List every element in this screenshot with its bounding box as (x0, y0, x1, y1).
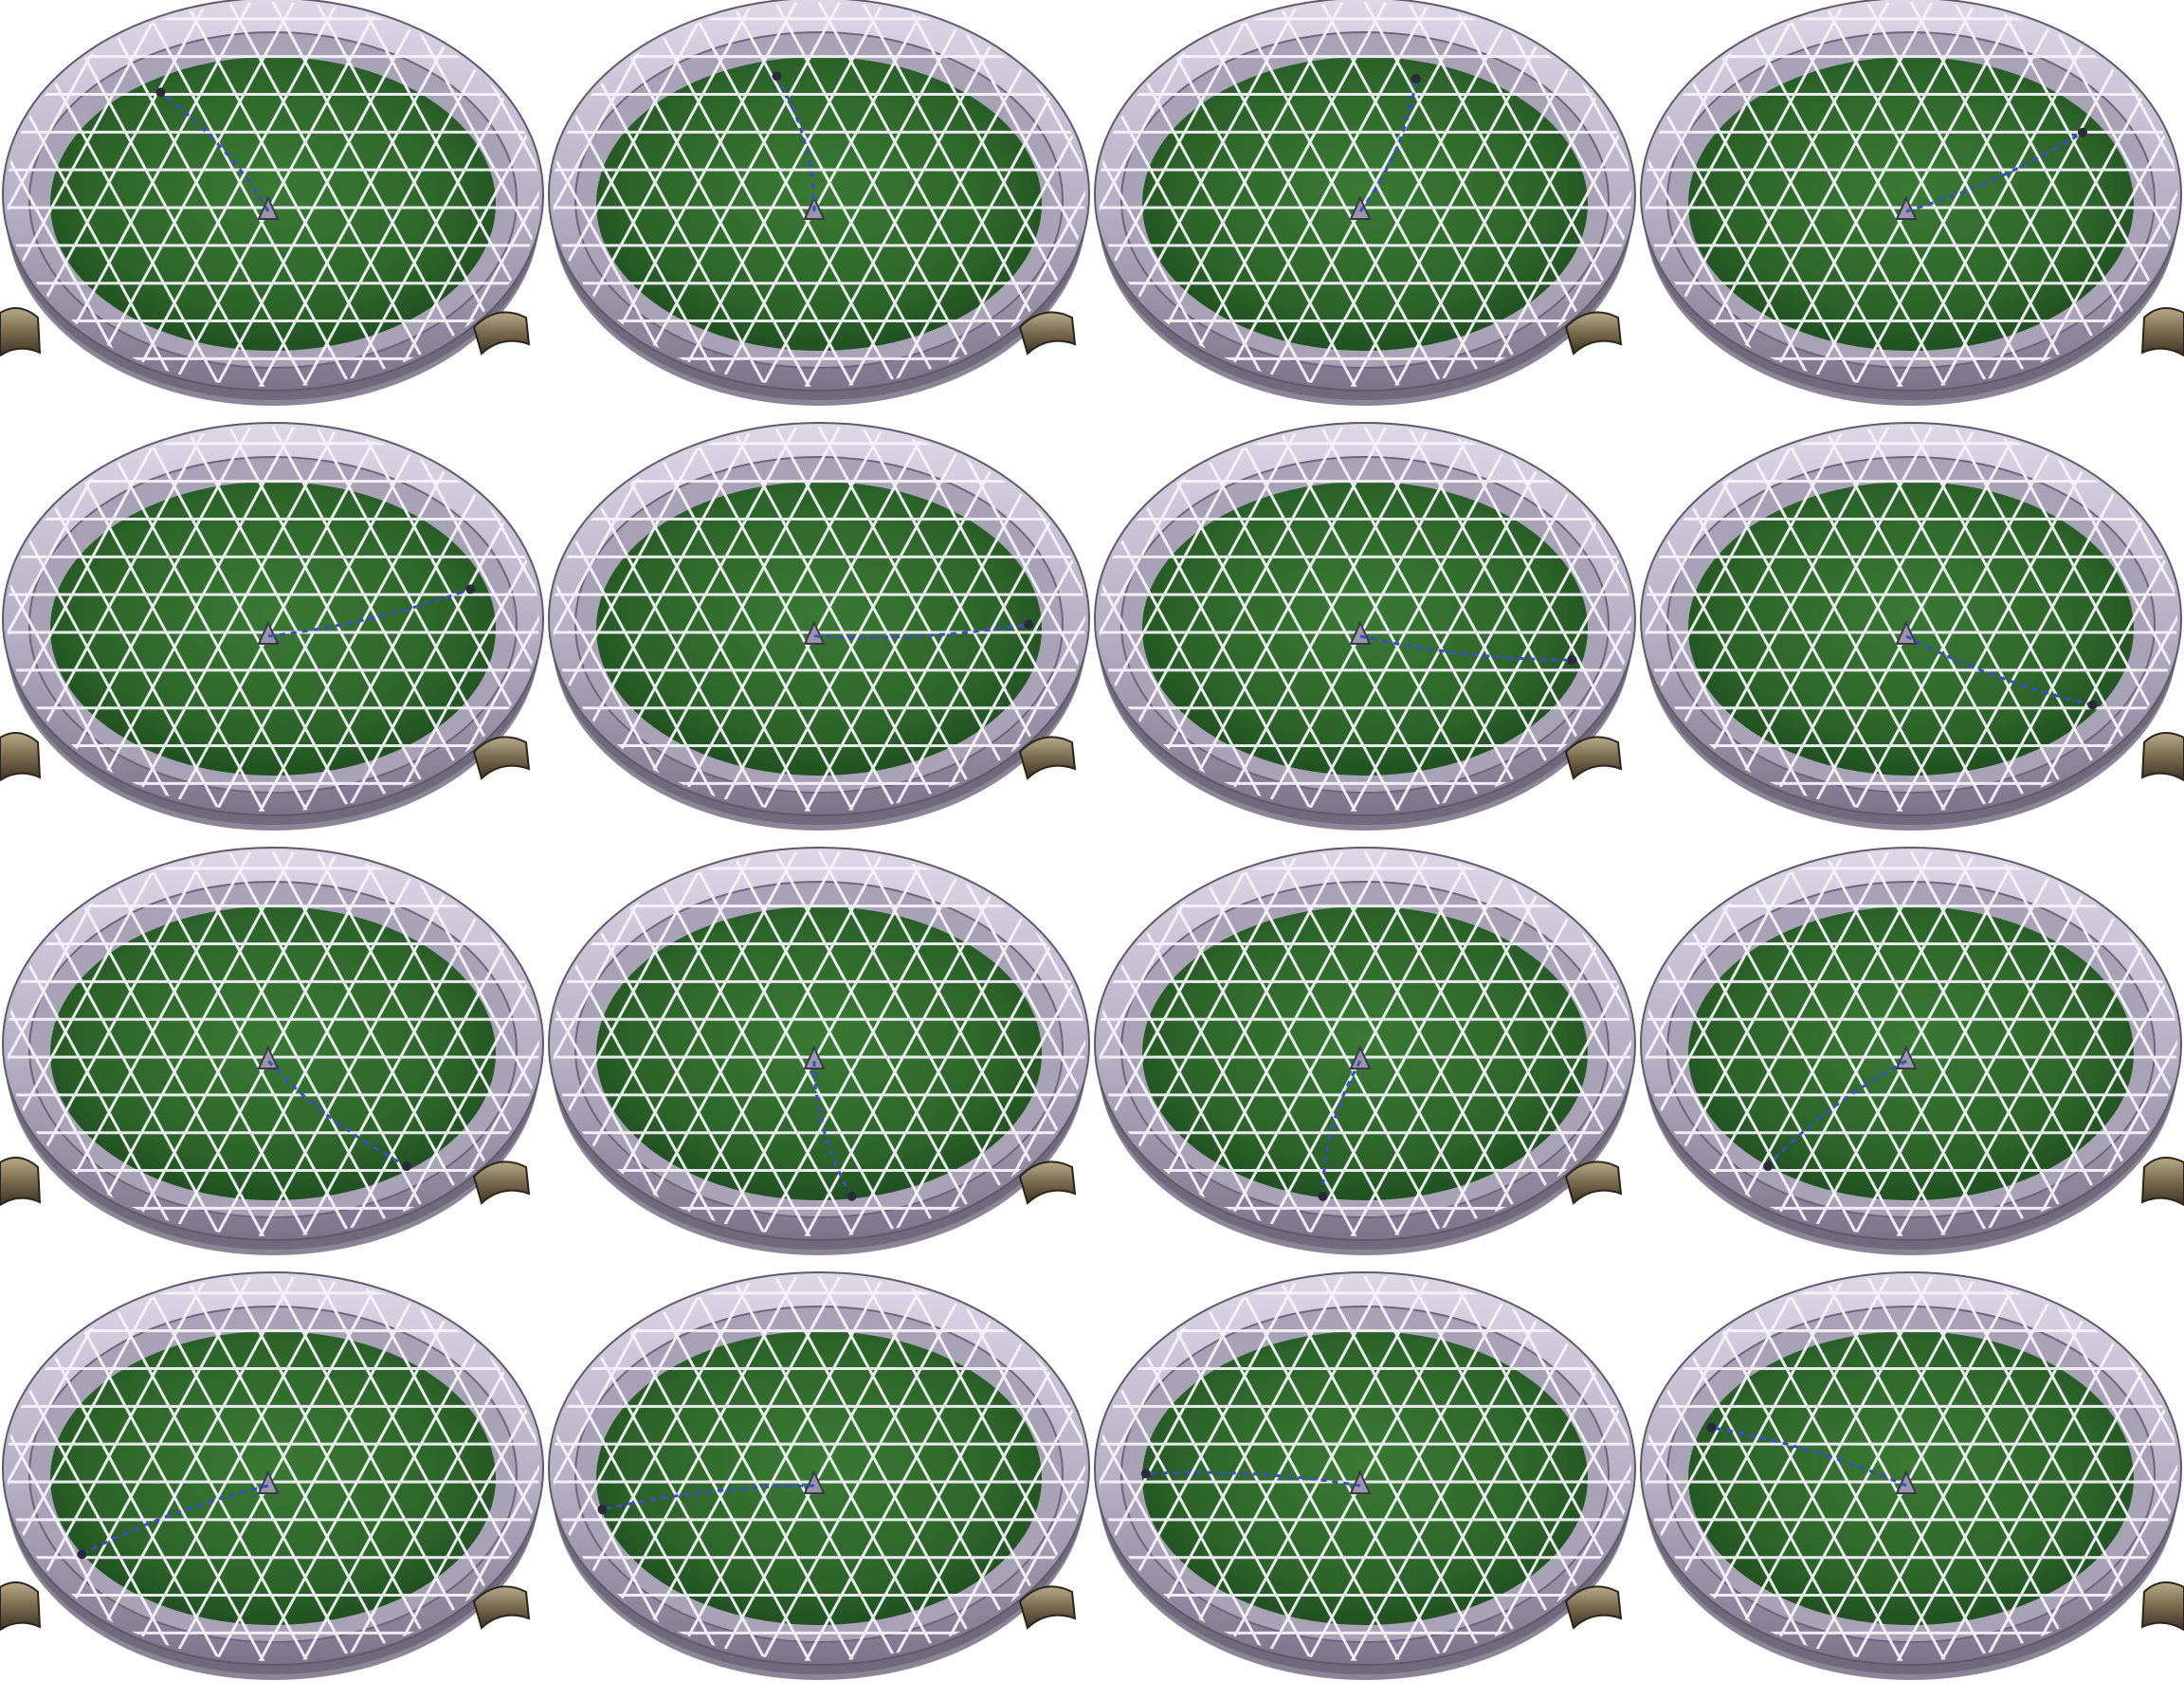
sprinkler-wheel (1410, 73, 1421, 83)
dome-frame (1018, 0, 1636, 406)
sprinkler-wheel (1024, 619, 1034, 630)
geodesic-frame (553, 2, 1085, 387)
sprinkler-hub (803, 1045, 826, 1069)
sprinkler-wheel (465, 584, 476, 594)
sprinkler-arm (1905, 131, 2084, 213)
sprinkler-arm (81, 1484, 269, 1556)
geodesic-frame (553, 851, 1085, 1236)
sprinkler-arm (1711, 1426, 1907, 1488)
sprinkler-arm (602, 1484, 815, 1511)
sprinkler-arm (775, 75, 816, 212)
sprinkler-arm (1905, 634, 2093, 706)
geodesic-frame (1645, 1276, 2177, 1661)
pipe-stub-icon (2140, 1157, 2184, 1207)
sprinkler-arm (267, 587, 471, 638)
sprinkler-arm (1321, 1060, 1362, 1197)
sprinkler-wheel (1140, 1469, 1151, 1479)
sprinkler-arm (1359, 634, 1573, 662)
sprinkler-wheel (1706, 1422, 1717, 1433)
pipe-elbow-icon (472, 736, 531, 780)
geodesic-frame (7, 851, 539, 1236)
pipe-stub-icon (2140, 307, 2184, 357)
pipe-elbow-icon (1564, 1160, 1623, 1205)
sprinkler-wheel (401, 1161, 411, 1172)
dome-frame (2, 422, 544, 831)
pipe-elbow-icon (1018, 1585, 1077, 1630)
geodesic-frame (1645, 427, 2177, 812)
sprinkler-wheel (155, 87, 166, 98)
sprinkler-hub (803, 1470, 826, 1494)
sprinkler-hub (803, 620, 826, 645)
geodesic-frame (7, 2, 539, 387)
geodesic-frame (1645, 851, 2177, 1236)
dome-frame (1564, 847, 2182, 1255)
dome-frame (2, 0, 544, 406)
sprinkler-wheel (1567, 655, 1577, 666)
sprinkler-arm (266, 1059, 408, 1168)
pipe-stub-icon (2140, 1581, 2184, 1632)
sprinkler-arm (1358, 78, 1418, 212)
sprinkler-wheel (597, 1505, 608, 1515)
sprinkler-wheel (846, 1191, 857, 1201)
pipe-elbow-icon (472, 1160, 531, 1205)
geodesic-frame (553, 427, 1085, 812)
geodesic-frame (7, 1276, 539, 1661)
sprinkler-arm (812, 1060, 853, 1197)
dome-frame (1564, 0, 2182, 406)
sprinkler-wheel (1318, 1191, 1328, 1201)
sprinkler-wheel (772, 71, 782, 82)
geodesic-frame (1099, 427, 1631, 812)
sprinkler-hub (1349, 1470, 1372, 1494)
geodesic-frame (1099, 851, 1631, 1236)
sprinkler-arm (813, 622, 1029, 639)
geodesic-frame (7, 427, 539, 812)
dome-frame (1018, 422, 1636, 831)
dome-frame (472, 422, 1090, 831)
dome-frame (1018, 847, 1636, 1255)
sprinkler-wheel (2087, 700, 2098, 710)
geodesic-frame (1645, 2, 2177, 387)
pipe-elbow-icon (1564, 736, 1623, 780)
sprinkler-wheel (2077, 127, 2087, 137)
dome-frame (1018, 1271, 1636, 1680)
pipe-elbow-icon (1018, 736, 1077, 780)
sprinkler-hub (1349, 1045, 1372, 1069)
sprinkler-hub (257, 1045, 280, 1069)
dome-frame (1564, 1271, 2182, 1680)
dome-frame (2, 1271, 544, 1680)
pipe-elbow-icon (1564, 1585, 1623, 1630)
sprinkler-hub (257, 195, 280, 220)
dome-frame (2, 847, 544, 1255)
sprinkler-hub (1349, 195, 1372, 220)
pipe-elbow-icon (1018, 1160, 1077, 1205)
pipe-elbow-icon (1018, 311, 1077, 356)
sprinkler-wheel (1763, 1161, 1774, 1172)
dome-frame (472, 847, 1090, 1255)
pipe-stub-icon (0, 732, 42, 782)
geodesic-frame (553, 1276, 1085, 1661)
dome-frame (472, 0, 1090, 406)
sprinkler-wheel (77, 1549, 87, 1560)
sprinkler-hub (257, 620, 280, 645)
geodesic-frame (1099, 2, 1631, 387)
pipe-stub-icon (0, 1157, 42, 1207)
pipe-elbow-icon (472, 1585, 531, 1630)
pipe-stub-icon (0, 307, 42, 357)
pipe-stub-icon (2140, 732, 2184, 782)
sprinkler-arm (1145, 1471, 1361, 1488)
pipe-elbow-icon (472, 311, 531, 356)
pipe-elbow-icon (1564, 311, 1623, 356)
sprinkler-arm (159, 91, 270, 212)
pipe-stub-icon (0, 1581, 42, 1632)
dome-frame (472, 1271, 1090, 1680)
dome-frame (1564, 422, 2182, 831)
